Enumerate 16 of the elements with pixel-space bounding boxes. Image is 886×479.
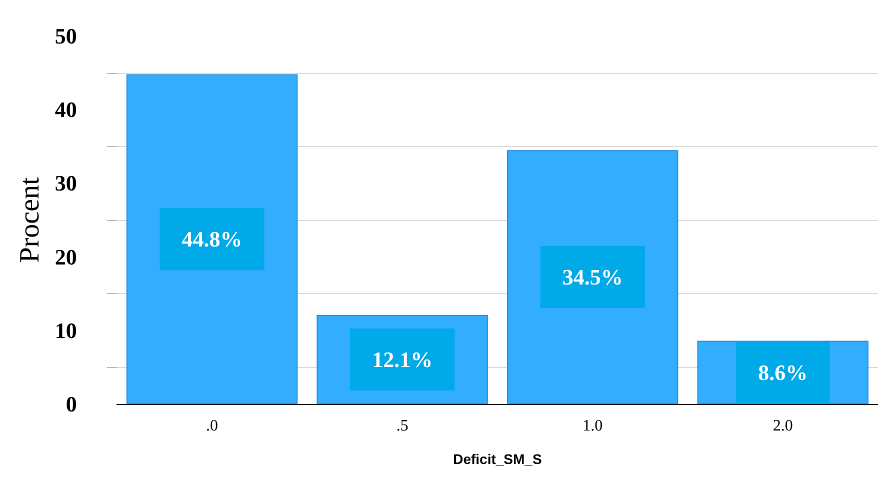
data-label: 34.5% xyxy=(562,264,623,290)
y-tick-label: 30 xyxy=(54,170,77,196)
x-tick-label: 2.0 xyxy=(772,418,793,434)
x-tick-label: .0 xyxy=(206,418,218,434)
y-tick-label: 50 xyxy=(54,24,77,48)
data-label: 8.6% xyxy=(758,360,808,385)
x-axis-title: Deficit_SM_S xyxy=(453,451,542,467)
data-label: 12.1% xyxy=(372,346,433,372)
data-label: 44.8% xyxy=(182,226,242,252)
x-tick-label: 1.0 xyxy=(582,418,603,434)
y-tick-label: 10 xyxy=(54,318,77,343)
y-axis-title: Procent xyxy=(14,177,46,263)
x-tick-label: .5 xyxy=(396,418,408,434)
y-tick-label: 0 xyxy=(66,392,77,416)
y-tick-label: 40 xyxy=(54,97,77,122)
y-tick-label: 20 xyxy=(54,244,77,270)
